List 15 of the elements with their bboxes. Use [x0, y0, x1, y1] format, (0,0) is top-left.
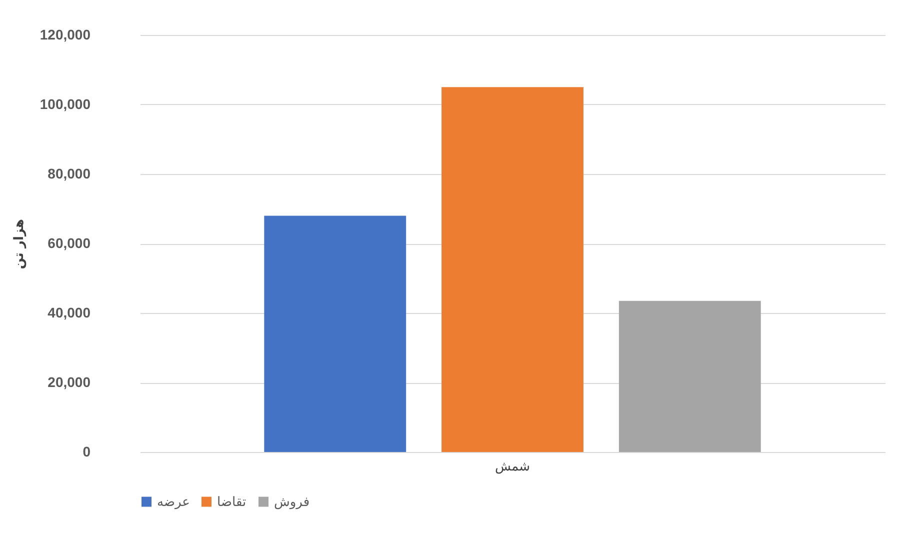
legend-label: فروش	[274, 494, 310, 510]
bar	[618, 300, 761, 452]
y-tick-label: 60,000	[48, 235, 91, 251]
y-tick-label: 100,000	[40, 96, 91, 112]
y-tick-label: 20,000	[48, 374, 91, 390]
y-tick-label: 40,000	[48, 304, 91, 320]
bar	[264, 216, 406, 452]
y-tick-label: 120,000	[40, 26, 91, 42]
legend-label: عرضه	[157, 494, 190, 510]
y-tick-label: 80,000	[48, 166, 91, 182]
bar	[442, 87, 584, 452]
y-axis-title: هزار تن	[12, 218, 27, 270]
y-tick-label: 0	[82, 444, 91, 460]
legend-label: تقاضا	[217, 494, 247, 510]
x-tick-label: شمش	[495, 460, 530, 474]
